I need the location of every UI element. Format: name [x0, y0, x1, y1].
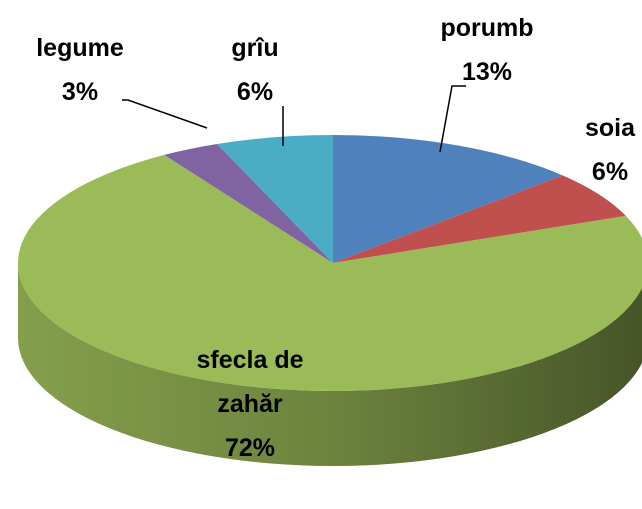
- pie-slice: [333, 135, 563, 263]
- slice-category: soia: [584, 114, 636, 142]
- slice-label: legume 3%: [36, 26, 124, 114]
- slice-value: 72%: [224, 434, 276, 462]
- pie-slice: [333, 175, 626, 263]
- slice-label: sfecla de zahăr 72%: [165, 338, 335, 470]
- pie-tops: [18, 135, 642, 391]
- pie-slice: [18, 154, 642, 391]
- slice-category: sfecla de zahăr: [196, 346, 304, 418]
- pie-sides: [18, 263, 642, 466]
- slice-label: soia 6%: [585, 106, 635, 194]
- slice-value: 6%: [236, 78, 274, 106]
- slice-value: 6%: [591, 158, 629, 186]
- pie-slice: [164, 143, 333, 263]
- slice-category: porumb: [440, 14, 534, 42]
- leader-lines: [122, 85, 466, 153]
- slice-category: legume: [36, 34, 124, 62]
- slice-label: grîu 6%: [231, 26, 278, 114]
- slice-category: grîu: [231, 34, 279, 62]
- pie-slice: [217, 135, 333, 263]
- leader-line: [439, 85, 466, 153]
- slice-value: 13%: [461, 58, 513, 86]
- pie-side-shade: [18, 263, 642, 466]
- leader-line: [122, 99, 208, 129]
- slice-label: porumb 13%: [440, 6, 533, 94]
- slice-value: 3%: [61, 78, 99, 106]
